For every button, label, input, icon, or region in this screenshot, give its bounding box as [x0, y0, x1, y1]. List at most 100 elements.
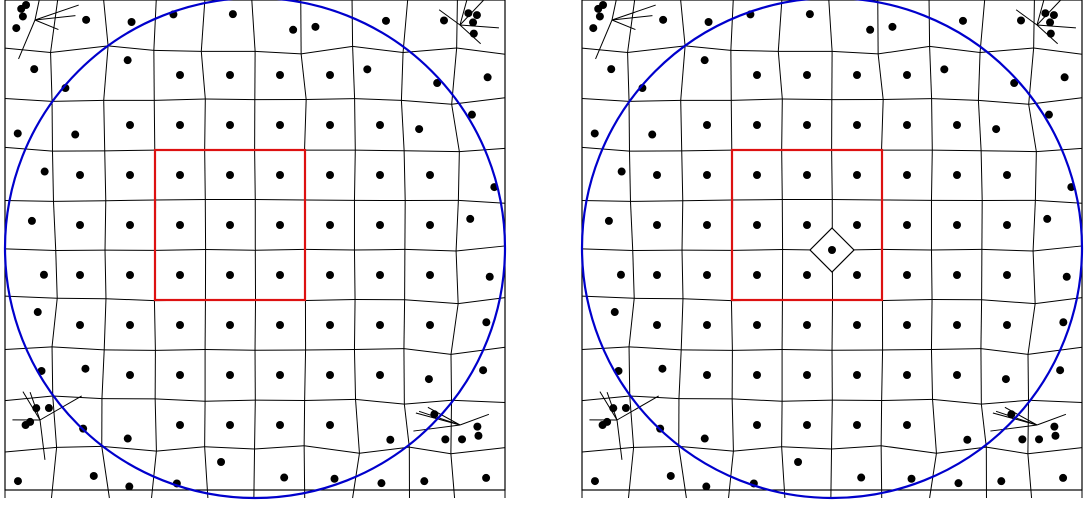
site [1007, 410, 1016, 419]
cell-edge [980, 150, 983, 201]
site [226, 421, 234, 429]
cell-edge [732, 248, 783, 251]
site [276, 171, 284, 179]
cell-edge [153, 100, 156, 151]
cell-edge [831, 400, 833, 450]
cell-edge [352, 46, 356, 99]
cell-edge [402, 0, 409, 53]
cell-edge [980, 348, 1029, 355]
cell-edge [403, 404, 410, 448]
cell-edge [103, 45, 109, 101]
cell-edge [930, 349, 934, 400]
cell-edge [681, 250, 684, 299]
site [76, 221, 84, 229]
cell-edge [1032, 200, 1036, 251]
cell-edge [305, 299, 356, 301]
cell-edge [632, 250, 635, 299]
site [415, 125, 424, 134]
cell-edge [581, 295, 635, 299]
cell-edge [1027, 400, 1030, 454]
site [76, 271, 84, 279]
cell-edge [782, 348, 833, 351]
site [125, 482, 134, 491]
cell-edge [781, 98, 783, 150]
site [853, 271, 861, 279]
cell-edge [981, 399, 1029, 405]
highlight-square [730, 148, 884, 302]
cell-edge [455, 250, 459, 304]
site [228, 10, 237, 19]
cell-edge [931, 98, 933, 151]
voronoi-panel-left [0, 0, 508, 508]
site [1003, 221, 1011, 229]
cell-edge [980, 299, 983, 349]
site [1059, 318, 1068, 327]
site [589, 24, 598, 33]
corner-cell-edge [1004, 406, 1038, 426]
cell-edge [108, 45, 154, 51]
site [123, 56, 132, 65]
cell-edge [403, 150, 406, 201]
site [76, 171, 84, 179]
site [648, 130, 657, 139]
cell-edge [104, 250, 107, 299]
cell-edge [450, 303, 459, 355]
cell-edge [1035, 297, 1083, 305]
site [40, 167, 49, 176]
site [1016, 16, 1025, 25]
site [1044, 110, 1053, 119]
cell-edge [101, 349, 105, 399]
cell-edge [731, 98, 783, 101]
site [1003, 271, 1011, 279]
cell-edge [633, 445, 679, 448]
cell-edge [50, 45, 109, 53]
cell-edge [629, 99, 681, 102]
cell-edge [305, 348, 355, 351]
cell-edge [4, 395, 53, 402]
cell-edge [52, 395, 102, 400]
corner-cell-edge [34, 15, 76, 21]
cell-edge [678, 445, 734, 452]
site [753, 321, 761, 329]
cell-edge [355, 398, 405, 405]
cell-edge [50, 447, 58, 499]
cell-edge [682, 199, 733, 202]
cell-edge [255, 248, 305, 251]
cell-edge [881, 99, 884, 151]
cell-edge [681, 150, 684, 201]
site [176, 421, 184, 429]
site [326, 271, 334, 279]
cell-edge [685, 45, 731, 51]
cell-edge [156, 446, 205, 452]
site [386, 435, 395, 444]
site [326, 171, 334, 179]
cell-edge [881, 398, 933, 402]
cell-edge [354, 348, 404, 350]
cell-edge [255, 50, 302, 55]
cell-edge [1034, 151, 1037, 201]
site [176, 71, 184, 79]
cell-edge [205, 399, 256, 402]
site [659, 15, 668, 24]
cell-edge [403, 348, 452, 355]
site [464, 9, 473, 18]
site [176, 371, 184, 379]
site [226, 121, 234, 129]
site [466, 214, 475, 223]
cell-edge [105, 199, 156, 202]
cell-edge [1027, 346, 1083, 355]
site [426, 221, 434, 229]
site [953, 171, 961, 179]
cell-edge [627, 0, 636, 53]
cell-edge [351, 0, 354, 47]
voronoi-diagram-right [580, 0, 1084, 500]
site [953, 371, 961, 379]
site [903, 371, 911, 379]
site [653, 271, 661, 279]
site [1049, 11, 1058, 20]
cell-edge [1036, 147, 1083, 153]
cell-edge [781, 149, 783, 200]
cell-edge [404, 299, 459, 305]
site [853, 421, 861, 429]
cell-edge [450, 400, 453, 454]
